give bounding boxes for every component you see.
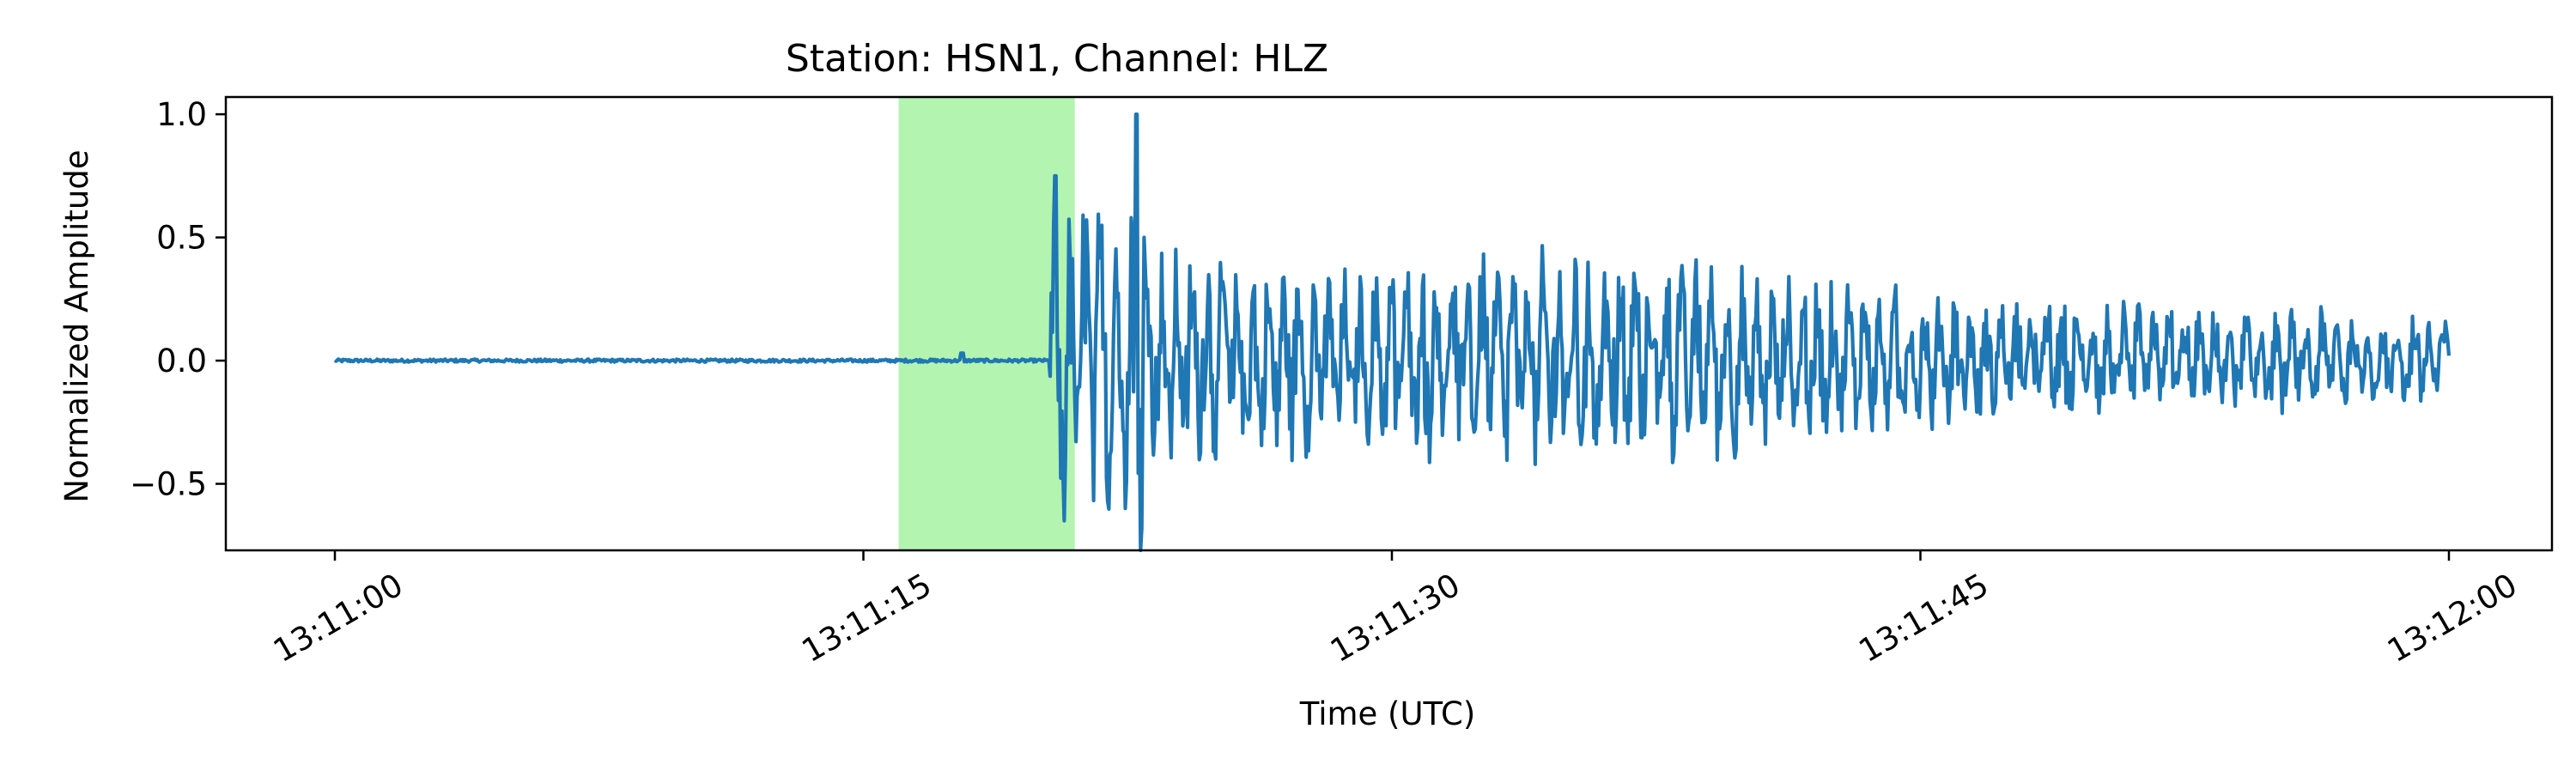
y-tick-label: −0.5	[130, 466, 207, 503]
pick-window-highlight	[898, 97, 1075, 550]
waveform-line	[333, 112, 2451, 553]
chart-title: Station: HSN1, Channel: HLZ	[786, 37, 1328, 81]
y-tick-label: 0.5	[156, 220, 207, 257]
x-axis-label: Time (UTC)	[1299, 695, 1476, 732]
y-axis-label: Normalized Amplitude	[58, 149, 95, 502]
y-tick-label: 0.0	[156, 343, 207, 379]
y-tick-label: 1.0	[156, 96, 207, 133]
axes-frame	[224, 95, 2554, 552]
